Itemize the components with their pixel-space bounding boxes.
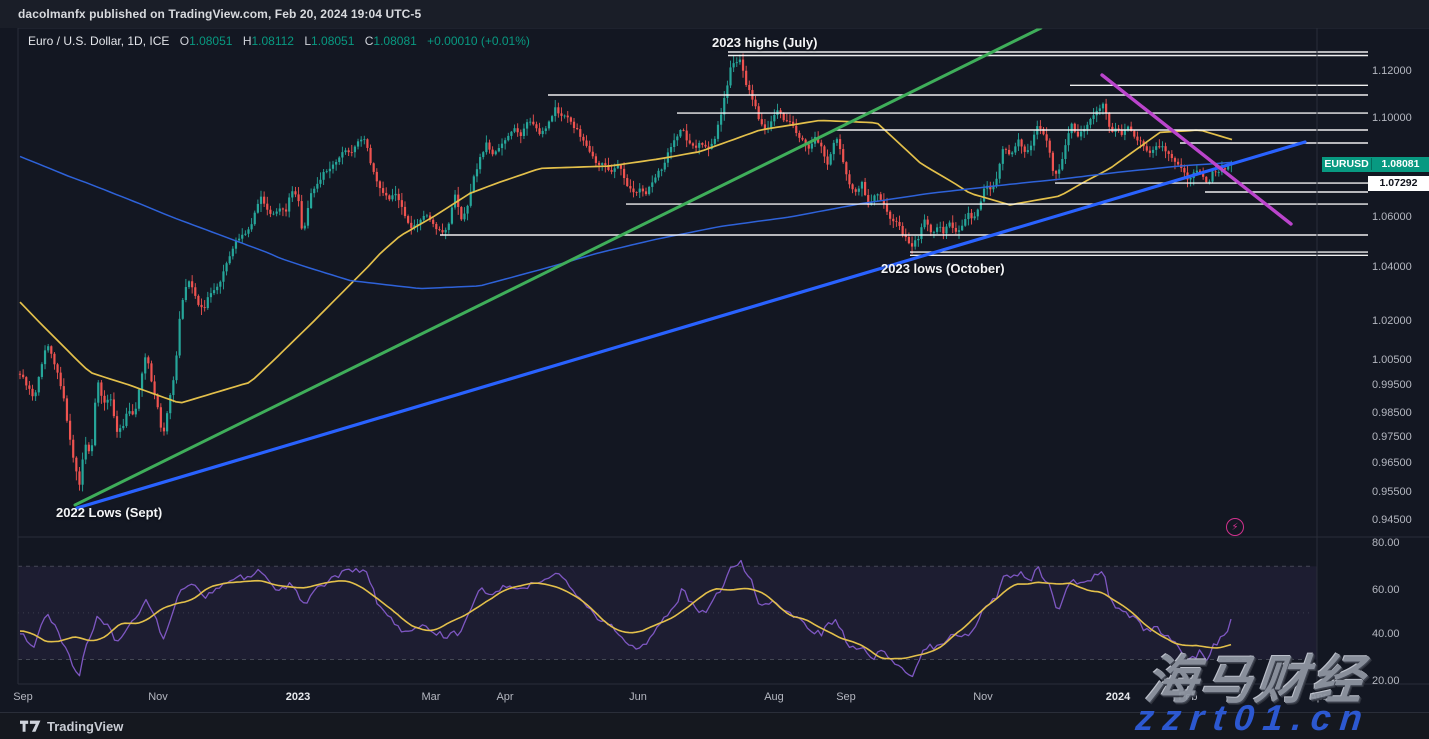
annotation-2023-highs[interactable]: 2023 highs (July): [712, 35, 818, 50]
annotation-2022-lows[interactable]: 2022 Lows (Sept): [56, 505, 163, 520]
ohlc-open-value: 1.08051: [189, 34, 233, 48]
time-axis-label: Feb: [1178, 691, 1198, 703]
time-axis-label: 2024: [1105, 691, 1131, 703]
price-axis-tick: 1.04000: [1372, 261, 1412, 273]
time-axis-label: Aug: [764, 691, 784, 703]
price-axis-tick: 0.97500: [1372, 431, 1412, 443]
time-axis-label: Mar: [421, 691, 441, 703]
annotation-2023-lows[interactable]: 2023 lows (October): [881, 261, 1005, 276]
ohlc-open-label: O: [179, 34, 190, 48]
time-axis-label: Nov: [973, 691, 993, 703]
footer-brand[interactable]: TradingView: [47, 719, 124, 734]
time-axis-label: Nov: [148, 691, 168, 703]
price-axis-tick: 1.02000: [1372, 315, 1412, 327]
price-axis-tick: 1.12000: [1372, 65, 1412, 77]
price-axis-tick: 0.99500: [1372, 379, 1412, 391]
publish-header: dacolmanfx published on TradingView.com,…: [0, 0, 1429, 28]
price-axis-tick: 1.00500: [1372, 354, 1412, 366]
price-axis-tick: 1.10000: [1372, 112, 1412, 124]
footer-bar: TradingView: [0, 712, 1429, 739]
publish-header-text: dacolmanfx published on TradingView.com,…: [18, 7, 422, 21]
price-axis-tick: 0.94500: [1372, 514, 1412, 526]
tradingview-logo-icon[interactable]: [20, 720, 41, 733]
ohlc-high-label: H: [242, 34, 252, 48]
last-price-badge-symbol: EURUSD: [1322, 158, 1372, 171]
time-axis-label: Sep: [836, 691, 856, 703]
ohlc-high-value: 1.08112: [251, 34, 294, 48]
price-axis-tick: 0.98500: [1372, 407, 1412, 419]
rsi-axis-tick: 80.00: [1372, 537, 1400, 549]
time-axis-label: 2023: [285, 691, 311, 703]
time-axis-label: Jun: [629, 691, 647, 703]
price-axis-tick: 0.95500: [1372, 486, 1412, 498]
time-axis-label: Apr: [1309, 691, 1327, 703]
time-axis-label: Sep: [13, 691, 33, 703]
price-axis-tick: 1.06000: [1372, 211, 1412, 223]
last-price-badge-value: 1.08081: [1381, 158, 1420, 171]
rsi-axis-tick: 60.00: [1372, 584, 1400, 596]
ohlc-close-label: C: [364, 34, 374, 48]
price-axis-tick: 0.96500: [1372, 457, 1412, 469]
ohlc-close-value: 1.08081: [373, 34, 417, 48]
last-price-badge: EURUSD 1.08081: [1322, 156, 1429, 172]
rsi-axis-tick: 40.00: [1372, 628, 1400, 640]
rsi-axis-tick: 20.00: [1372, 675, 1400, 687]
level-price-badge: 1.07292: [1368, 175, 1429, 191]
time-axis-label: Apr: [496, 691, 514, 703]
symbol-title[interactable]: Euro / U.S. Dollar, 1D, ICE: [28, 34, 170, 48]
ohlc-low-value: 1.08051: [311, 34, 355, 48]
symbol-legend[interactable]: Euro / U.S. Dollar, 1D, ICE O1.08051 H1.…: [28, 34, 530, 48]
lightning-badge-icon[interactable]: ⚡: [1226, 518, 1244, 536]
ohlc-low-label: L: [304, 34, 312, 48]
change-value: +0.00010 (+0.01%): [427, 34, 530, 48]
